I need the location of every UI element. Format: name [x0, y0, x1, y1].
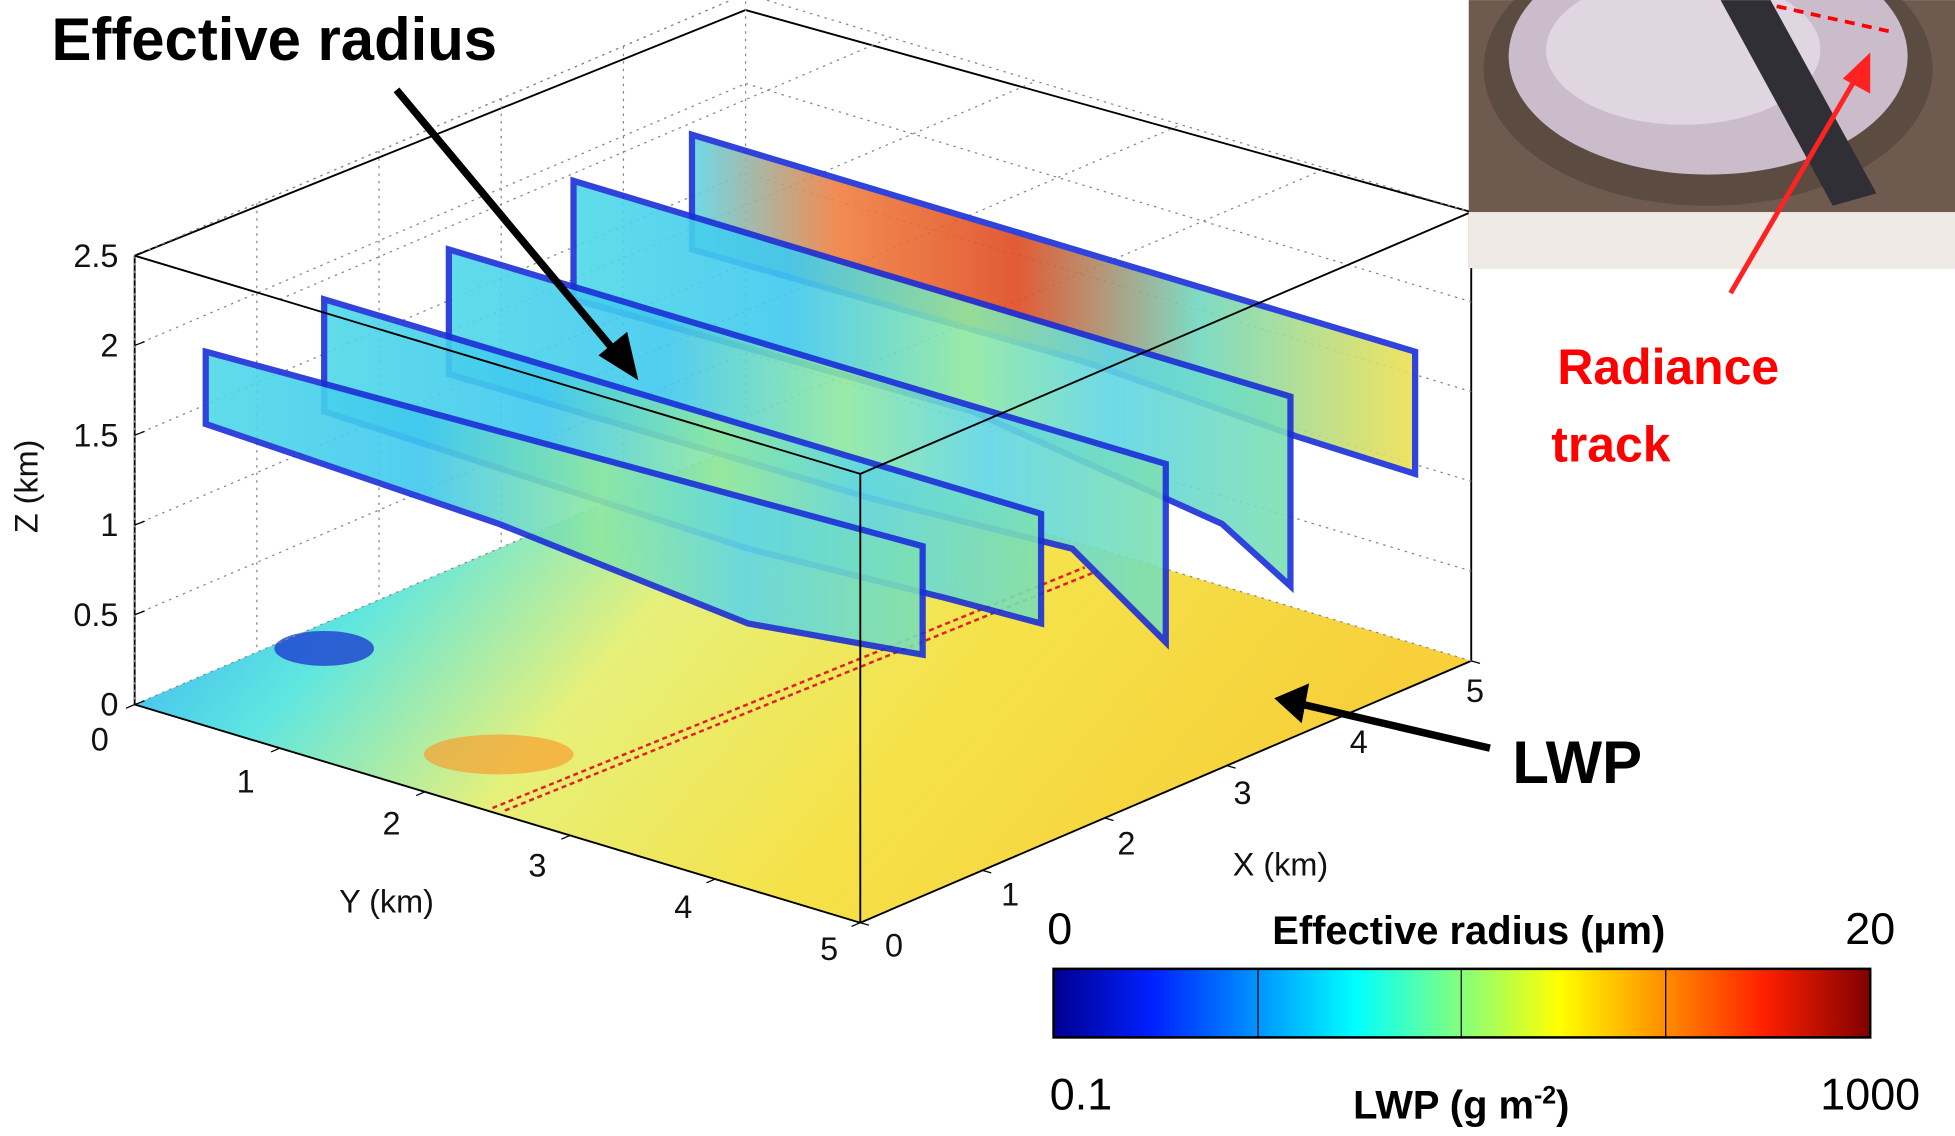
y-tick: [852, 923, 861, 927]
lwp-high-patch: [424, 734, 574, 774]
z-tick: [135, 611, 145, 615]
colorbar-top-title: Effective radius (µm): [1272, 909, 1665, 953]
z-tick-label: 1.5: [73, 417, 118, 453]
x-tick-label: 1: [1001, 877, 1019, 913]
z-tick: [135, 431, 145, 435]
colorbar-bottom-title-main: LWP (g m: [1353, 1083, 1534, 1127]
z-tick-label: 2.5: [73, 238, 118, 274]
x-tick: [1105, 818, 1114, 820]
colorbar: 0 Effective radius (µm) 20 0.1 LWP (g m-…: [1047, 903, 1920, 1128]
z-tick-label: 1: [100, 507, 118, 543]
z-axis-label: Z (km): [8, 440, 44, 534]
z-tick-label: 0.5: [73, 597, 118, 633]
arrow-shaft: [1303, 705, 1490, 749]
effective-radius-slices: [206, 135, 1415, 655]
y-tick-label: 3: [528, 847, 546, 883]
camera-inset: [1469, 0, 1955, 268]
y-tick: [126, 705, 135, 709]
y-tick-label: 5: [820, 931, 838, 967]
z-tick: [135, 342, 145, 346]
lwp-low-patch: [274, 631, 374, 666]
x-tick-label: 5: [1466, 673, 1484, 709]
y-tick: [416, 792, 425, 796]
y-axis-label: Y (km): [339, 884, 434, 920]
y-tick: [271, 748, 280, 752]
x-tick-label: 4: [1350, 724, 1368, 760]
radiance-track-annotation: Radiance: [1557, 339, 1779, 395]
colorbar-bottom-min: 0.1: [1050, 1069, 1112, 1120]
colorbar-top-max: 20: [1845, 903, 1895, 954]
y-tick-label: 2: [382, 805, 400, 841]
y-tick: [706, 879, 715, 883]
x-axis-label: X (km): [1233, 846, 1328, 882]
x-tick-label: 0: [885, 927, 903, 963]
z-tick: [135, 521, 145, 525]
y-tick-label: 0: [91, 722, 109, 758]
y-tick-label: 4: [674, 889, 692, 925]
z-tick-label: 0: [100, 687, 118, 723]
y-tick: [561, 835, 570, 839]
x-tick: [1471, 661, 1480, 663]
x-tick: [982, 870, 991, 872]
lwp-annotation: LWP: [1512, 729, 1642, 796]
colorbar-bottom-title-sup: -2: [1534, 1082, 1556, 1110]
figure: 00.511.522.5012345012345 Z (km) Y (km) X…: [0, 0, 1955, 1136]
x-tick: [860, 923, 869, 925]
radiance-track-annotation: track: [1551, 416, 1670, 472]
z-tick: [135, 252, 145, 256]
x-tick-label: 2: [1117, 826, 1135, 862]
y-tick-label: 1: [237, 764, 255, 800]
x-tick: [1227, 766, 1236, 768]
z-tick-label: 2: [100, 328, 118, 364]
colorbar-top-min: 0: [1047, 903, 1072, 954]
x-tick-label: 3: [1234, 775, 1252, 811]
colorbar-bottom-title-end: ): [1556, 1083, 1569, 1127]
colorbar-bottom-max: 1000: [1820, 1069, 1920, 1120]
colorbar-bottom-title: LWP (g m-2): [1353, 1082, 1569, 1128]
effective-radius-annotation: Effective radius: [52, 6, 498, 73]
inset-base: [1469, 212, 1955, 268]
